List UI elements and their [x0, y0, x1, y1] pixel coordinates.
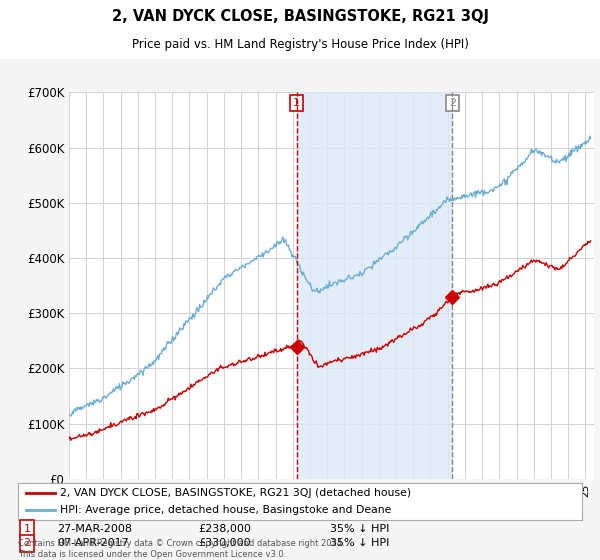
- Text: 2: 2: [449, 98, 456, 108]
- Text: HPI: Average price, detached house, Basingstoke and Deane: HPI: Average price, detached house, Basi…: [60, 505, 392, 515]
- Text: 35% ↓ HPI: 35% ↓ HPI: [330, 538, 389, 548]
- Text: 27-MAR-2008: 27-MAR-2008: [57, 524, 132, 534]
- Text: Price paid vs. HM Land Registry's House Price Index (HPI): Price paid vs. HM Land Registry's House …: [131, 38, 469, 50]
- Text: 07-APR-2017: 07-APR-2017: [57, 538, 129, 548]
- Text: 1: 1: [293, 98, 300, 108]
- Text: Contains HM Land Registry data © Crown copyright and database right 2024.
This d: Contains HM Land Registry data © Crown c…: [18, 539, 344, 559]
- Bar: [297, 92, 452, 479]
- Text: £330,000: £330,000: [198, 538, 251, 548]
- Text: 2, VAN DYCK CLOSE, BASINGSTOKE, RG21 3QJ: 2, VAN DYCK CLOSE, BASINGSTOKE, RG21 3QJ: [112, 9, 488, 24]
- Text: 2, VAN DYCK CLOSE, BASINGSTOKE, RG21 3QJ (detached house): 2, VAN DYCK CLOSE, BASINGSTOKE, RG21 3QJ…: [60, 488, 412, 498]
- Text: 35% ↓ HPI: 35% ↓ HPI: [330, 524, 389, 534]
- Text: 1: 1: [23, 524, 31, 534]
- Text: 2: 2: [23, 538, 31, 548]
- Text: £238,000: £238,000: [198, 524, 251, 534]
